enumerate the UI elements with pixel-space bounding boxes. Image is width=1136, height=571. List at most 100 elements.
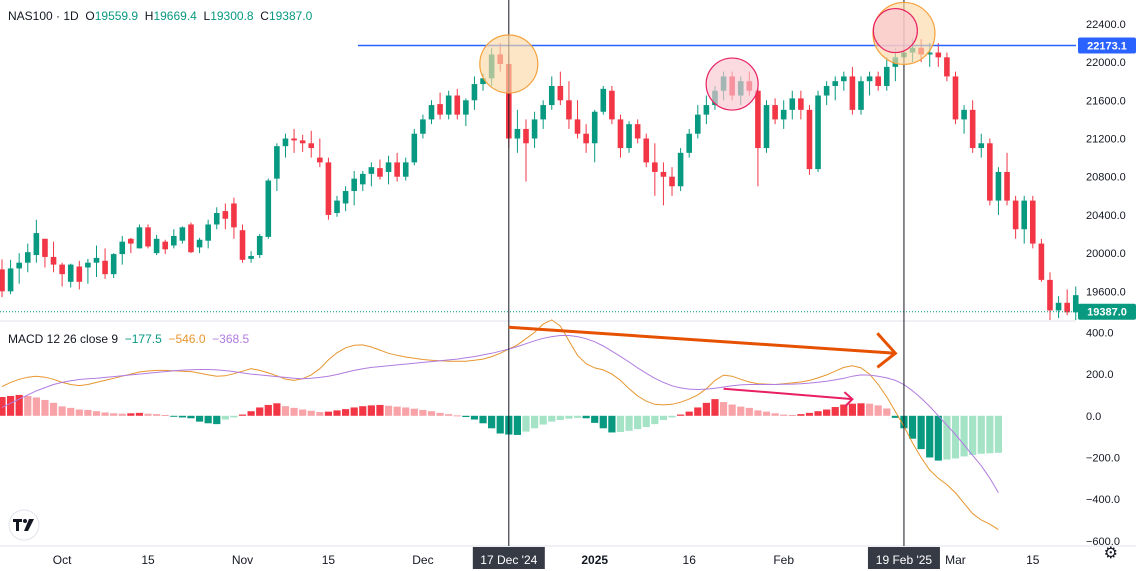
candle — [317, 138, 323, 168]
annotation-circle-pink[interactable] — [705, 57, 759, 111]
tradingview-logo-icon[interactable] — [8, 509, 40, 541]
candle — [789, 90, 796, 120]
histogram-bar — [376, 404, 384, 416]
candle — [93, 245, 100, 278]
candle — [798, 90, 804, 120]
histogram-bar — [67, 407, 75, 416]
candle — [978, 133, 985, 158]
histogram-bar — [453, 415, 461, 417]
candle — [119, 235, 126, 265]
histogram-bar — [565, 415, 573, 419]
candle — [437, 92, 443, 120]
annotation-circle-pink[interactable] — [872, 7, 918, 54]
annotation-circle-orange[interactable] — [479, 34, 539, 94]
histogram-bar — [728, 404, 736, 416]
candle — [652, 143, 658, 196]
macd-divergence-arrow[interactable] — [723, 387, 853, 401]
candle — [274, 143, 280, 192]
time-tick-label: 19 Feb '25 — [876, 553, 933, 567]
candle — [755, 81, 761, 187]
low-value: 19300.8 — [210, 9, 254, 23]
candle — [239, 224, 246, 263]
candle — [334, 195, 340, 217]
histogram-bar — [831, 407, 839, 416]
histogram-bar — [883, 408, 891, 416]
candle — [445, 90, 452, 120]
histogram-bar — [556, 415, 564, 420]
histogram-bar — [891, 415, 899, 418]
histogram-bar — [737, 406, 745, 416]
macd-tick-label: −600.0 — [1086, 536, 1120, 548]
candle — [411, 128, 418, 166]
candle — [420, 114, 426, 139]
candle — [677, 148, 684, 192]
histogram-bar — [384, 405, 393, 416]
histogram-bar — [6, 395, 15, 416]
candle — [1038, 238, 1045, 282]
candle — [213, 207, 220, 230]
open-value: 19559.9 — [94, 9, 139, 23]
high-value: 19669.4 — [153, 9, 197, 23]
candle — [308, 130, 315, 158]
candle — [222, 203, 229, 230]
macd-tick-label: 0.0 — [1086, 411, 1101, 423]
histogram-bar — [281, 406, 290, 416]
price-tick-label: 20800.0 — [1086, 172, 1126, 184]
time-tick-label: 15 — [1026, 553, 1040, 567]
macd-line — [1, 319, 999, 531]
candle — [1030, 195, 1036, 249]
histogram-bar — [694, 407, 702, 416]
histogram-bar — [762, 411, 771, 416]
candle — [548, 76, 555, 110]
histogram-bar — [187, 415, 195, 419]
histogram-bar — [908, 415, 917, 439]
candle — [153, 234, 160, 256]
candle — [866, 71, 873, 96]
histogram-bar — [307, 410, 315, 416]
candle — [643, 133, 650, 168]
candle — [110, 253, 117, 278]
candle — [16, 253, 22, 284]
candle — [969, 100, 976, 153]
histogram-bar — [161, 414, 169, 416]
histogram-bar — [479, 415, 487, 424]
candle — [858, 76, 864, 115]
close-key: C — [260, 9, 269, 23]
symbol-label[interactable]: NAS100 · 1D — [8, 9, 79, 23]
candle — [7, 259, 14, 295]
histogram-bar — [0, 397, 6, 416]
candle — [471, 76, 478, 110]
histogram-bar — [685, 411, 693, 416]
histogram-bar — [651, 415, 659, 425]
candle — [609, 85, 615, 125]
candle — [102, 248, 108, 279]
divergence-arrow[interactable] — [508, 325, 896, 355]
macd-indicator-name[interactable]: MACD 12 26 close 9 — [8, 332, 119, 346]
last-price-badge-text: 19387.0 — [1087, 307, 1127, 319]
candle — [351, 170, 357, 206]
candle — [205, 219, 211, 249]
candle — [162, 239, 169, 255]
histogram-bar — [745, 407, 753, 416]
gear-icon[interactable]: ⚙ — [1103, 545, 1118, 562]
candle — [377, 159, 383, 180]
candle — [600, 85, 607, 115]
candle — [849, 66, 856, 115]
histogram-bar — [814, 411, 822, 416]
histogram-bar — [823, 409, 831, 416]
macd-signal-value: −368.5 — [212, 332, 250, 346]
histogram-bar — [496, 415, 504, 434]
histogram-bar — [934, 415, 942, 461]
histogram-bar — [530, 415, 539, 429]
divergence-arrowhead — [876, 332, 898, 369]
candle — [875, 71, 881, 91]
candle — [557, 71, 564, 106]
histogram-bar — [608, 415, 616, 433]
candle — [566, 81, 572, 129]
candle — [325, 157, 332, 220]
candle — [823, 81, 830, 106]
candle — [1012, 195, 1019, 239]
candle — [1047, 272, 1053, 320]
candle — [248, 251, 254, 263]
